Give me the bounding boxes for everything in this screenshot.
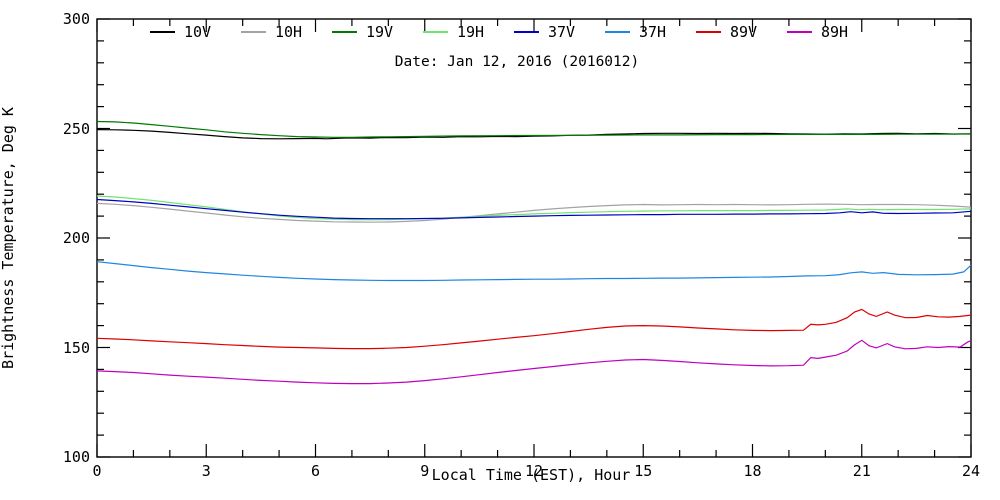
x-tick-label: 6: [310, 462, 321, 480]
legend-line-icon: [605, 31, 630, 33]
plot-border: [96, 18, 972, 458]
legend-label: 19H: [457, 23, 485, 41]
y-tick-label: 100: [62, 448, 90, 466]
legend-label: 37H: [639, 23, 667, 41]
legend-item-37H: 37H: [605, 24, 666, 40]
series-line-89H: [96, 339, 972, 385]
legend: 10V 10H 19V 19H 37V 37H 89V 89H: [0, 24, 1000, 40]
legend-line-icon: [696, 31, 721, 33]
legend-item-10V: 10V: [150, 24, 211, 40]
legend-label: 37V: [548, 23, 576, 41]
legend-label: 10V: [184, 23, 212, 41]
legend-line-icon: [514, 31, 539, 33]
x-axis-title: Local Time (EST), Hour: [431, 466, 631, 484]
x-tick-label: 3: [201, 462, 211, 480]
legend-label: 89V: [730, 23, 758, 41]
legend-item-37V: 37V: [514, 24, 575, 40]
series-line-89V: [96, 308, 972, 350]
legend-item-10H: 10H: [241, 24, 302, 40]
x-tick-label: 15: [634, 462, 653, 480]
legend-line-icon: [787, 31, 812, 33]
y-tick-label: 150: [62, 338, 90, 357]
legend-label: 10H: [275, 23, 303, 41]
x-tick-label: 21: [852, 462, 871, 480]
x-tick-label: 18: [743, 462, 762, 480]
series-line-37H: [96, 261, 972, 282]
legend-label: 89H: [821, 23, 849, 41]
series-line-19V: [96, 120, 972, 138]
y-axis-title: Brightness Temperature, Deg K: [0, 107, 17, 369]
y-tick-label: 250: [62, 119, 90, 138]
legend-line-icon: [332, 31, 357, 33]
legend-item-89V: 89V: [696, 24, 757, 40]
legend-line-icon: [241, 31, 266, 33]
series-line-37V: [96, 198, 972, 220]
legend-item-89H: 89H: [787, 24, 848, 40]
date-annotation: Date: Jan 12, 2016 (2016012): [394, 54, 640, 70]
y-tick-label: 200: [62, 229, 90, 247]
y-tick-label: 300: [62, 10, 90, 28]
legend-label: 19V: [366, 23, 394, 41]
series-line-10H: [96, 202, 972, 223]
x-tick-label: 9: [420, 462, 430, 480]
legend-item-19H: 19H: [423, 24, 484, 40]
legend-line-icon: [423, 31, 448, 33]
x-tick-label: 0: [92, 462, 102, 480]
legend-line-icon: [150, 31, 175, 33]
x-tick-label: 12: [524, 462, 544, 480]
x-tick-label: 24: [961, 462, 981, 480]
legend-item-19V: 19V: [332, 24, 393, 40]
